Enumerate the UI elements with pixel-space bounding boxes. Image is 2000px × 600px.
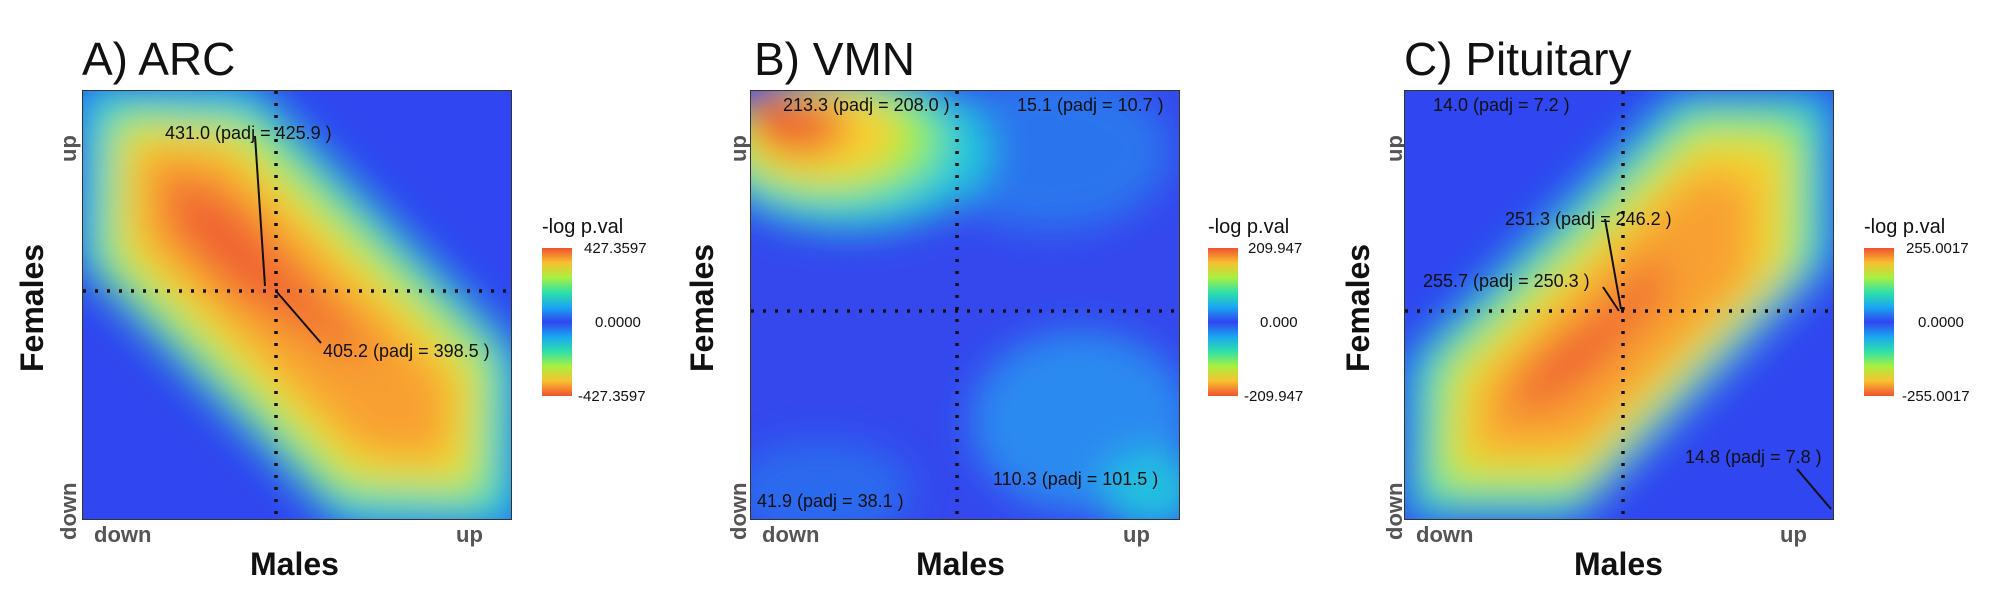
heatmap: 14.0 (padj = 7.2 ) 251.3 (padj = 246.2 )… [1404, 90, 1834, 520]
annotation-leader-line [275, 290, 322, 344]
legend-title: -log p.val [1864, 216, 1946, 238]
legend-max: 209.947 [1248, 240, 1303, 257]
legend-min: -209.947 [1244, 388, 1304, 405]
x-tick-up: up [1780, 522, 1807, 547]
heatmap: 431.0 (padj = 425.9 ) 405.2 (padj = 398.… [82, 90, 512, 520]
y-tick-down: down [56, 482, 81, 540]
panel-vmn: B) VMN Females up down 213.3 (padj = 2 [668, 0, 1328, 600]
x-tick-down: down [762, 522, 820, 547]
heatmap-intensity [1405, 91, 1833, 519]
x-axis-label: Males [916, 546, 1005, 582]
annotation-label: 213.3 (padj = 208.0 ) [783, 95, 950, 115]
legend-colorbar [542, 248, 572, 396]
panel-pituitary: C) Pituitary Females up down 14.0 (padj … [1324, 0, 1984, 600]
y-tick-up: up [726, 135, 751, 162]
legend-title: -log p.val [542, 216, 624, 238]
x-tick-down: down [94, 522, 152, 547]
annotation-label: 15.1 (padj = 10.7 ) [1017, 95, 1164, 115]
annotation-label: 41.9 (padj = 38.1 ) [757, 491, 904, 511]
annotation-label: 405.2 (padj = 398.5 ) [323, 341, 490, 361]
annotation-leader-line [1602, 286, 1620, 312]
panel-title: A) ARC [82, 33, 236, 85]
annotation-label: 110.3 (padj = 101.5 ) [993, 469, 1159, 489]
heatmap: 213.3 (padj = 208.0 ) 15.1 (padj = 10.7 … [750, 90, 1180, 520]
y-tick-down: down [726, 482, 751, 540]
heatmap-intensity [751, 91, 1179, 519]
annotation-leader-line [1604, 218, 1622, 310]
y-axis-label: Females [684, 243, 720, 372]
panel-title: C) Pituitary [1404, 33, 1632, 85]
heatmap-intensity [83, 91, 511, 519]
legend-mid: 0.0000 [1918, 314, 1964, 331]
x-tick-up: up [456, 522, 483, 547]
annotation-label: 431.0 (padj = 425.9 ) [165, 123, 332, 143]
y-axis-label: Females [1340, 243, 1376, 372]
legend-max: 255.0017 [1906, 240, 1969, 257]
y-axis-label: Females [14, 243, 50, 372]
y-tick-up: up [56, 135, 81, 162]
annotation-leader-line [254, 135, 266, 287]
legend-mid: 0.0000 [595, 314, 641, 331]
panel-arc: A) ARC Females up down 431.0 (padj = 425… [0, 0, 660, 600]
annotation-label: 251.3 (padj = 246.2 ) [1505, 209, 1672, 229]
heatmap-canvas [83, 91, 511, 519]
panel-title: B) VMN [754, 33, 915, 85]
x-tick-down: down [1416, 522, 1474, 547]
annotation-label: 255.7 (padj = 250.3 ) [1423, 271, 1590, 291]
x-tick-up: up [1123, 522, 1150, 547]
legend-colorbar [1208, 248, 1238, 396]
heatmap-canvas [751, 91, 1179, 519]
legend-max: 427.3597 [584, 240, 647, 257]
legend-min: -255.0017 [1902, 388, 1970, 405]
legend-colorbar [1864, 248, 1894, 396]
annotation-leader-line [1796, 468, 1832, 510]
heatmap-canvas [1405, 91, 1833, 519]
legend-title: -log p.val [1208, 216, 1290, 238]
legend-min: -427.3597 [578, 388, 646, 405]
x-axis-label: Males [250, 546, 339, 582]
annotation-label: 14.0 (padj = 7.2 ) [1433, 95, 1570, 115]
legend-mid: 0.000 [1260, 314, 1298, 331]
x-axis-label: Males [1574, 546, 1663, 582]
annotation-label: 14.8 (padj = 7.8 ) [1685, 447, 1822, 467]
